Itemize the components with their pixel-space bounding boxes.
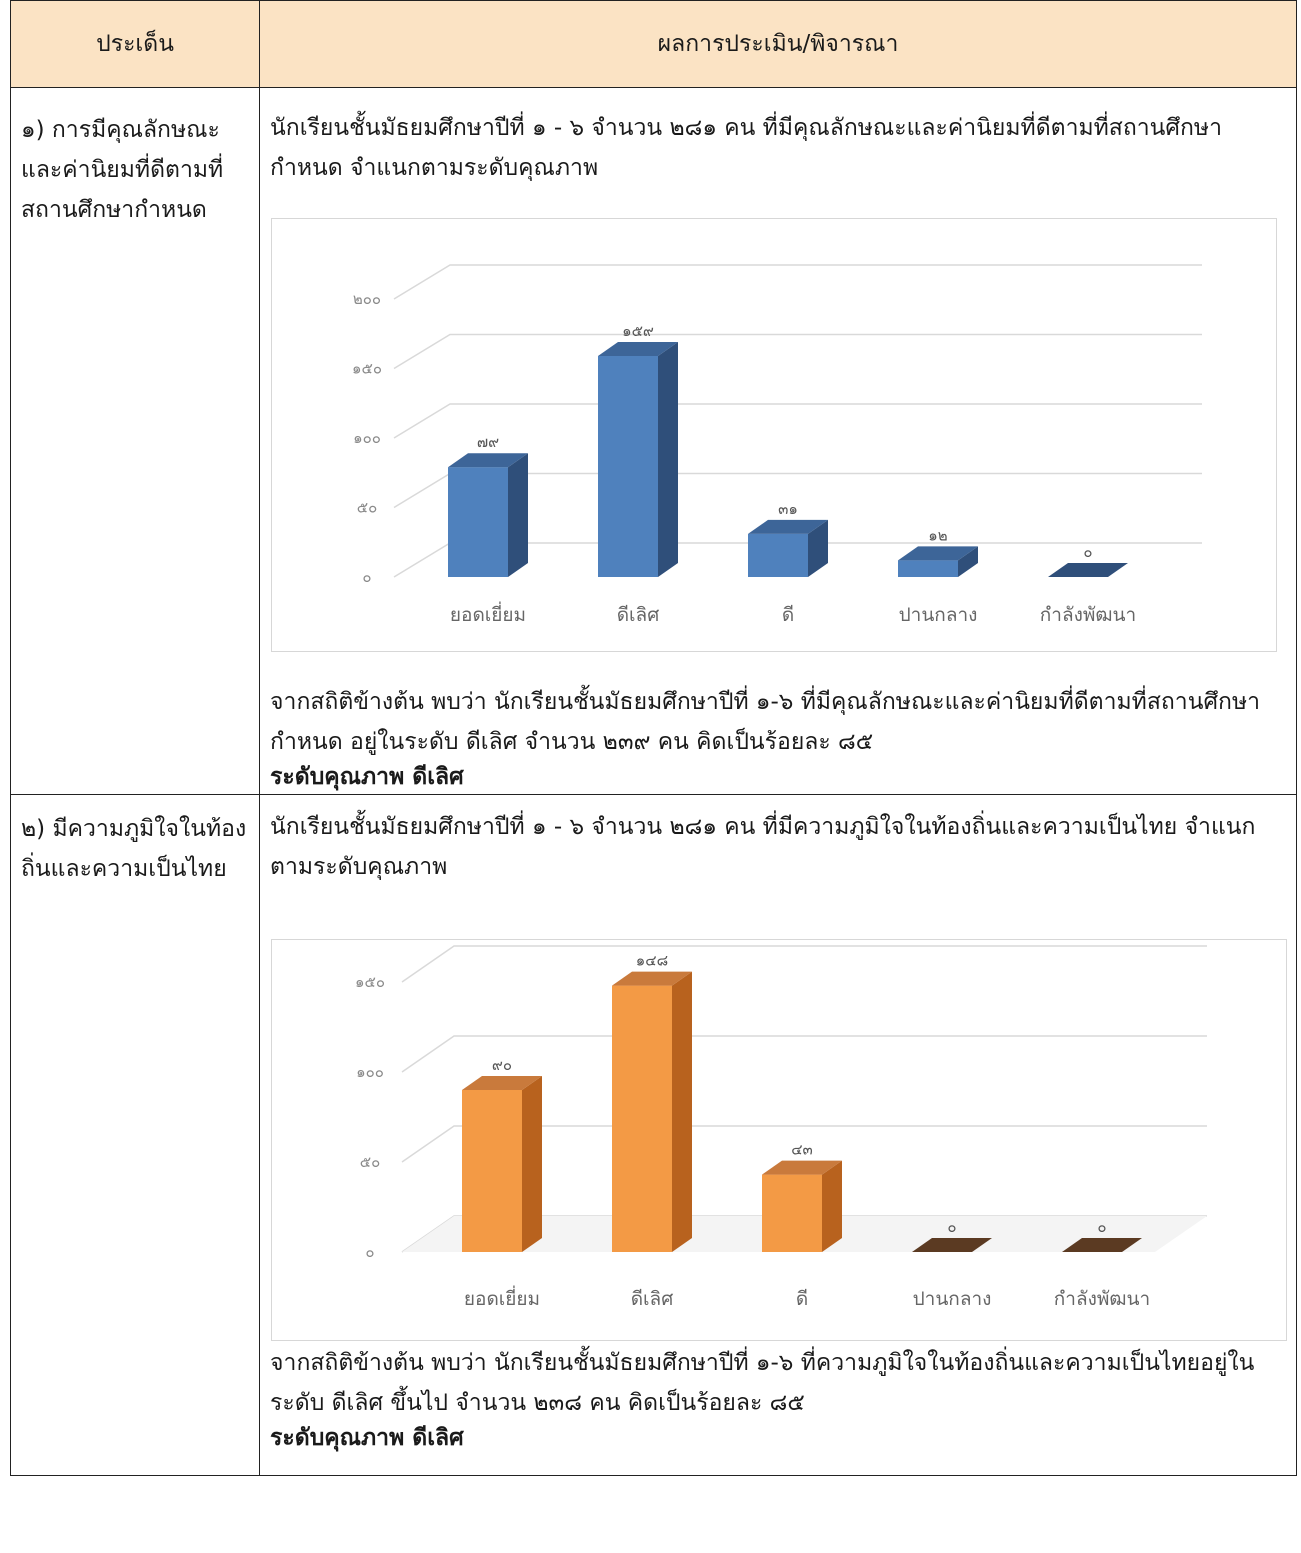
bar-side (808, 519, 829, 577)
chart-1-container: ๐ ๕๐ ๑๐๐ ๑๕๐ ๒๐๐๗๙ยอดเยี่ยม ๑๕๙ดีเลิศ ๓๑ดี ๑๒ปา… (271, 218, 1278, 652)
bar-side (958, 546, 979, 577)
y-tick-label: ๑๐๐ (356, 1063, 384, 1081)
gridline (401, 945, 1208, 983)
bar-top (448, 453, 529, 468)
gridline (401, 1035, 1208, 1073)
x-tick-label: ปานกลาง (899, 604, 978, 626)
data-label: ๑๔๘ (636, 952, 668, 970)
data-label: ๙๐ (492, 1056, 512, 1074)
bar (762, 1174, 823, 1252)
y-tick-label: ๒๐๐ (353, 290, 381, 308)
bar-top (762, 1160, 843, 1175)
bar-zero (1048, 563, 1129, 577)
bar (462, 1090, 523, 1252)
gridline (401, 1125, 1208, 1163)
x-tick-label: ปานกลาง (913, 1288, 992, 1310)
bar (598, 355, 659, 577)
bar-top (748, 519, 829, 534)
x-tick-label: กำลังพัฒนา (1040, 604, 1136, 626)
data-label: ๗๙ (477, 433, 499, 451)
evaluation-table: ประเด็น ผลการประเมิน/พิจารณา ๑) การมีคุณ… (9, 0, 1297, 1476)
y-tick-label: ๑๕๐ (355, 973, 385, 991)
y-tick-label: ๕๐ (360, 1153, 381, 1171)
bar (612, 985, 673, 1252)
bar (748, 533, 809, 577)
data-label: ๑๕๙ (622, 322, 654, 340)
x-tick-label: ยอดเยี่ยม (464, 1285, 540, 1310)
topic-1-text: ๑) การมีคุณลักษณะและค่านิยมที่ดีตามที่สถ… (21, 117, 224, 223)
result-cell: นักเรียนชั้นมัธยมศึกษาปีที่ ๑ - ๖ จำนวน … (259, 87, 1297, 795)
data-label: ๓๑ (778, 500, 798, 518)
gridline (393, 403, 1203, 439)
data-label: ๐ (1083, 543, 1092, 561)
bar-top (898, 546, 979, 561)
section2-summary: จากสถิติข้างต้น พบว่า นักเรียนชั้นมัธยมศ… (270, 1350, 1255, 1416)
bar (448, 467, 509, 577)
y-tick-label: ๐ (365, 1243, 374, 1261)
header-topic: ประเด็น (9, 0, 261, 88)
y-tick-label: ๑๕๐ (352, 360, 382, 378)
y-tick-label: ๑๐๐ (353, 429, 381, 447)
x-tick-label: ดีเลิศ (631, 1288, 674, 1310)
data-label: ๔๓ (791, 1141, 813, 1159)
bar-zero (912, 1238, 993, 1252)
section2-intro: นักเรียนชั้นมัธยมศึกษาปีที่ ๑ - ๖ จำนวน … (270, 814, 1256, 880)
x-tick-label: ดี (796, 1288, 808, 1310)
bar-top (598, 341, 679, 356)
bar-top (612, 971, 693, 986)
bar-top (462, 1076, 543, 1090)
section1-summary: จากสถิติข้างต้น พบว่า นักเรียนชั้นมัธยมศ… (270, 689, 1261, 755)
data-label: ๐ (1097, 1218, 1106, 1236)
bar-side (672, 971, 693, 1252)
bar (898, 560, 959, 577)
y-tick-label: ๐ (362, 568, 371, 586)
x-tick-label: ยอดเยี่ยม (450, 601, 526, 626)
bar-side (822, 1160, 843, 1252)
x-tick-label: กำลังพัฒนา (1054, 1288, 1150, 1310)
gridline (393, 333, 1203, 370)
section2-quality: ระดับคุณภาพ ดีเลิศ (270, 1425, 464, 1451)
bar-zero (1062, 1238, 1143, 1252)
y-tick-label: ๕๐ (357, 499, 378, 517)
topic-cell: ๒) มีความภูมิใจในท้องถิ่นและความเป็นไทย (9, 794, 261, 1476)
table-row: ๑) การมีคุณลักษณะและค่านิยมที่ดีตามที่สถ… (9, 87, 1297, 795)
topic-cell: ๑) การมีคุณลักษณะและค่านิยมที่ดีตามที่สถ… (9, 87, 261, 795)
topic-2-text: ๒) มีความภูมิใจในท้องถิ่นและความเป็นไทย (21, 816, 247, 882)
gridline (393, 264, 1203, 300)
chart-2-container: ๐ ๕๐ ๑๐๐ ๑๕๐๙๐ยอดเยี่ยม ๑๔๘ดีเลิศ ๔๓ดี ๐ปานกลา… (271, 939, 1288, 1341)
section1-quality: ระดับคุณภาพ ดีเลิศ (270, 764, 464, 790)
header-result: ผลการประเมิน/พิจารณา (259, 0, 1297, 88)
section1-intro: นักเรียนชั้นมัธยมศึกษาปีที่ ๑ - ๖ จำนวน … (270, 115, 1223, 181)
result-cell: นักเรียนชั้นมัธยมศึกษาปีที่ ๑ - ๖ จำนวน … (259, 794, 1297, 1476)
bar-side (522, 1076, 543, 1252)
bar-side (508, 453, 529, 577)
table-header-row: ประเด็น ผลการประเมิน/พิจารณา (9, 0, 1297, 88)
x-tick-label: ดีเลิศ (617, 604, 660, 626)
x-tick-label: ดี (782, 604, 794, 626)
data-label: ๐ (947, 1218, 956, 1236)
bar-side (658, 341, 679, 577)
data-label: ๑๒ (928, 526, 947, 544)
table-row: ๒) มีความภูมิใจในท้องถิ่นและความเป็นไทย … (9, 794, 1297, 1476)
